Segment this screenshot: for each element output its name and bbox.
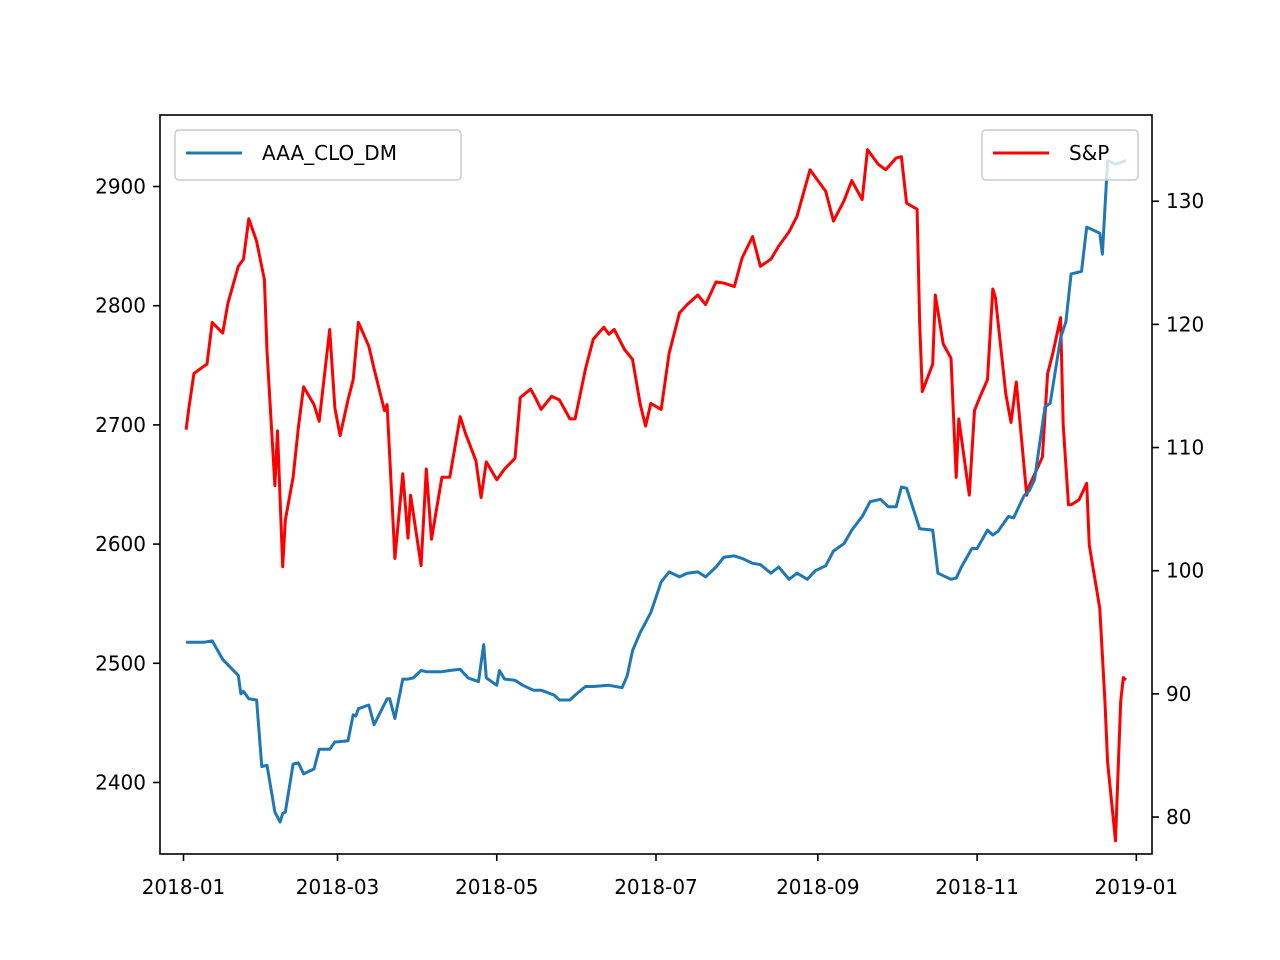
legend-upper-left: AAA_CLO_DM [174, 129, 462, 181]
y-left-tick-label: 2800 [95, 294, 146, 318]
y-left-tick-label: 2500 [95, 651, 146, 675]
legend-box [981, 129, 1139, 181]
y-right-tick-label: 130 [1166, 189, 1204, 213]
y-right-tick-label: 110 [1166, 436, 1204, 460]
y-right-tick-label: 100 [1166, 559, 1204, 583]
right-y-axis: 80 90 100 110 120 130 [1152, 189, 1204, 829]
y-right-tick-label: 80 [1166, 805, 1191, 829]
x-tick-label: 2018-05 [455, 875, 539, 899]
legend-upper-right: S&P [981, 129, 1139, 181]
x-tick-label: 2018-09 [776, 875, 860, 899]
x-tick-label: 2019-01 [1095, 875, 1179, 899]
x-tick-label: 2018-01 [142, 875, 226, 899]
y-right-tick-label: 120 [1166, 312, 1204, 336]
x-tick-label: 2018-03 [296, 875, 380, 899]
legend-box [174, 129, 462, 181]
y-left-tick-label: 2700 [95, 413, 146, 437]
x-tick-label: 2018-07 [614, 875, 698, 899]
y-right-tick-label: 90 [1166, 682, 1191, 706]
series-layer [184, 148, 1127, 843]
legend-label-sp: S&P [1069, 141, 1109, 165]
y-left-tick-label: 2600 [95, 532, 146, 556]
x-tick-label: 2018-11 [935, 875, 1019, 899]
y-left-tick-label: 2900 [95, 175, 146, 199]
legend-label-aaa-clo-dm: AAA_CLO_DM [262, 141, 397, 165]
left-y-axis: 2400 2500 2600 2700 2800 2900 [95, 175, 160, 794]
x-axis: 2018-01 2018-03 2018-05 2018-07 2018-09 2018-… [142, 854, 1178, 899]
y-left-tick-label: 2400 [95, 770, 146, 794]
series-line-s-p [184, 148, 1127, 843]
series-line-aaa-clo-dm [186, 159, 1127, 824]
